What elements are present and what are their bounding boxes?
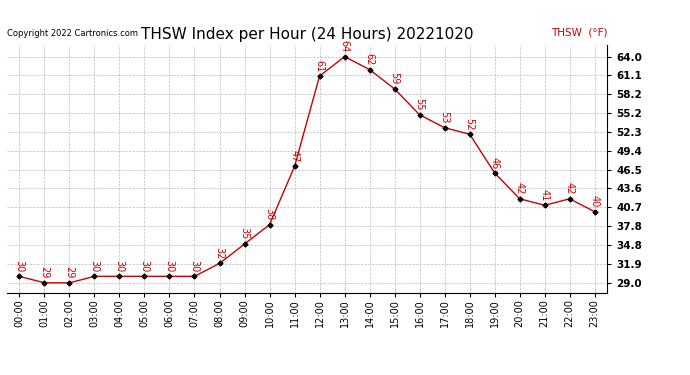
Text: 35: 35 — [239, 228, 250, 240]
Text: 30: 30 — [14, 260, 24, 272]
Text: 47: 47 — [290, 150, 299, 162]
Text: 42: 42 — [515, 182, 524, 195]
Text: 59: 59 — [390, 72, 400, 85]
Text: 30: 30 — [190, 260, 199, 272]
Text: 61: 61 — [315, 60, 324, 72]
Text: 29: 29 — [39, 266, 50, 279]
Text: 42: 42 — [564, 182, 575, 195]
Text: 62: 62 — [364, 53, 375, 65]
Text: 55: 55 — [415, 98, 424, 111]
Text: THSW  (°F): THSW (°F) — [551, 28, 607, 38]
Text: 30: 30 — [90, 260, 99, 272]
Text: 53: 53 — [440, 111, 450, 123]
Text: 52: 52 — [464, 117, 475, 130]
Text: 30: 30 — [164, 260, 175, 272]
Text: 30: 30 — [115, 260, 124, 272]
Text: 41: 41 — [540, 189, 550, 201]
Text: 32: 32 — [215, 247, 224, 259]
Text: 40: 40 — [590, 195, 600, 207]
Text: 38: 38 — [264, 208, 275, 220]
Text: 30: 30 — [139, 260, 150, 272]
Text: 46: 46 — [490, 156, 500, 169]
Text: Copyright 2022 Cartronics.com: Copyright 2022 Cartronics.com — [7, 28, 138, 38]
Text: 64: 64 — [339, 40, 350, 53]
Title: THSW Index per Hour (24 Hours) 20221020: THSW Index per Hour (24 Hours) 20221020 — [141, 27, 473, 42]
Text: 29: 29 — [64, 266, 75, 279]
